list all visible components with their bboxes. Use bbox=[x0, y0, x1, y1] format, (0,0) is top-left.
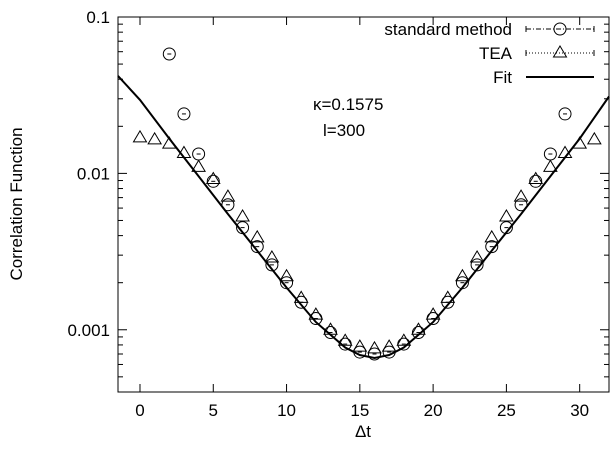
tea-point bbox=[236, 210, 249, 221]
y-axis-label: Correlation Function bbox=[7, 127, 26, 280]
tea-point bbox=[515, 190, 528, 201]
x-axis: 0 5 10 15 20 25 30 bbox=[135, 17, 589, 420]
legend-marker-standard-method bbox=[526, 23, 594, 35]
tea-point bbox=[500, 210, 513, 221]
tea-point bbox=[133, 131, 146, 142]
y-tick-label: 0.001 bbox=[67, 321, 110, 340]
y-tick-label: 0.1 bbox=[86, 8, 110, 27]
annotation-kappa: κ=0.1575 bbox=[313, 95, 383, 114]
legend-marker-tea bbox=[526, 46, 594, 57]
plot-frame bbox=[118, 17, 609, 392]
x-axis-label: Δt bbox=[355, 422, 371, 441]
x-tick-label: 10 bbox=[277, 401, 296, 420]
tea-point bbox=[368, 342, 381, 353]
tea-point bbox=[148, 133, 161, 144]
x-tick-label: 15 bbox=[350, 401, 369, 420]
tea-point bbox=[221, 190, 234, 201]
legend-label-tea: TEA bbox=[479, 44, 513, 63]
x-tick-label: 20 bbox=[424, 401, 443, 420]
legend: standard method TEA Fit bbox=[384, 20, 594, 87]
x-tick-label: 0 bbox=[135, 401, 144, 420]
y-axis: 0.001 0.01 0.1 bbox=[67, 8, 609, 392]
fit-line bbox=[118, 76, 609, 358]
x-tick-label: 25 bbox=[497, 401, 516, 420]
legend-label-standard-method: standard method bbox=[384, 20, 512, 39]
legend-label-fit: Fit bbox=[493, 68, 512, 87]
tea-point bbox=[588, 133, 601, 144]
x-tick-label: 5 bbox=[209, 401, 218, 420]
y-tick-label: 0.01 bbox=[77, 164, 110, 183]
annotation-l: l=300 bbox=[323, 121, 365, 140]
x-tick-label: 30 bbox=[570, 401, 589, 420]
